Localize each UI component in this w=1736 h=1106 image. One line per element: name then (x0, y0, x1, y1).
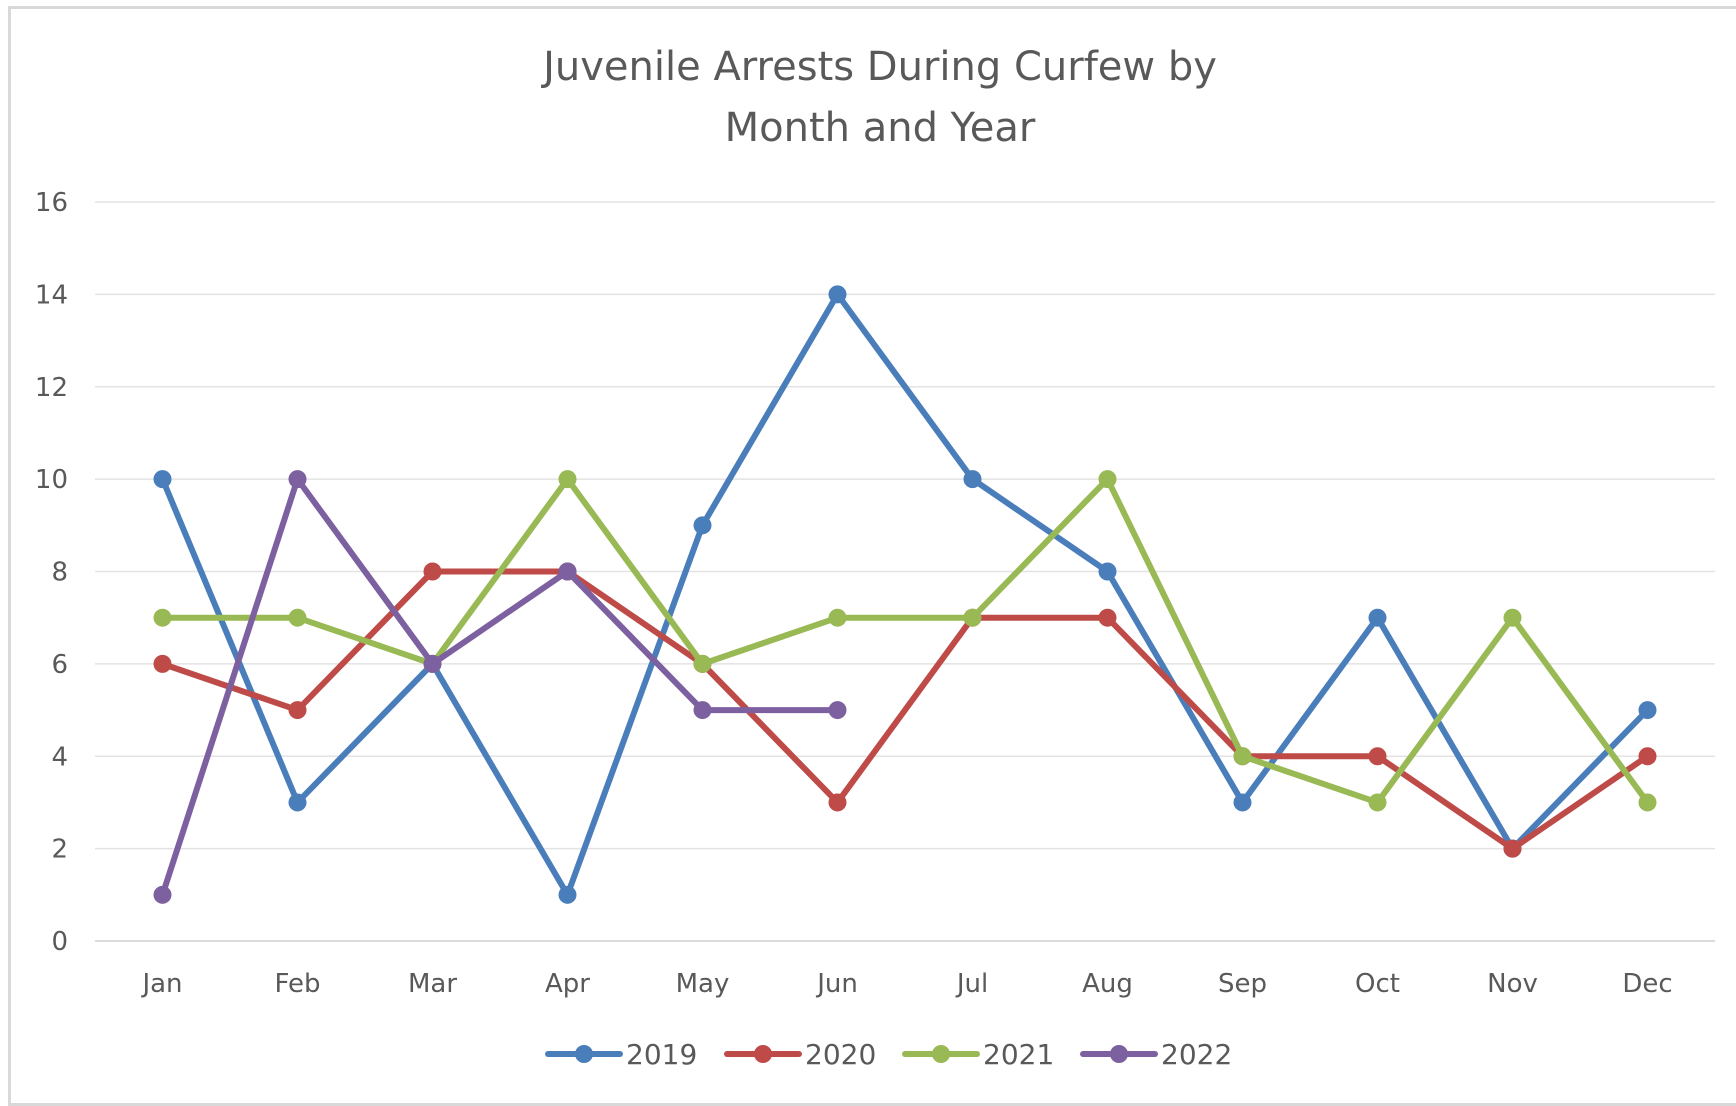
x-tick-label-aug: Aug (1082, 969, 1133, 999)
point-2020-aug (1098, 608, 1117, 627)
y-tick-label-14: 14 (35, 280, 68, 310)
point-2022-apr (558, 562, 577, 581)
gridlines (95, 201, 1715, 942)
y-tick-label-4: 4 (51, 742, 68, 772)
point-2019-sep (1233, 793, 1252, 812)
point-2019-jan (153, 470, 172, 489)
legend-swatch-marker-2020 (754, 1045, 772, 1063)
legend-swatch-marker-2021 (932, 1045, 950, 1063)
legend-item-2019: 2019 (545, 1038, 697, 1071)
point-2019-dec (1638, 701, 1657, 720)
point-2019-oct (1368, 608, 1387, 627)
point-2021-sep (1233, 747, 1252, 766)
x-tick-label-dec: Dec (1622, 969, 1672, 999)
x-tick-label-feb: Feb (274, 969, 320, 999)
point-2020-mar (423, 562, 442, 581)
series-line-2019 (159, 291, 1651, 898)
legend-item-2021: 2021 (902, 1038, 1054, 1071)
legend-label-2022: 2022 (1161, 1038, 1232, 1071)
point-2020-feb (288, 701, 307, 720)
y-tick-label-16: 16 (35, 188, 68, 218)
x-tick-label-jun: Jun (815, 969, 858, 999)
point-2022-may (693, 701, 712, 720)
x-tick-label-apr: Apr (545, 969, 590, 999)
legend-swatch-marker-2019 (575, 1045, 593, 1063)
point-2021-may (693, 654, 712, 673)
point-2020-nov (1503, 839, 1522, 858)
x-tick-label-mar: Mar (408, 969, 457, 999)
legend-swatch-marker-2022 (1110, 1045, 1128, 1063)
y-tick-label-0: 0 (51, 927, 68, 957)
point-2021-apr (558, 470, 577, 489)
y-tick-label-6: 6 (51, 650, 68, 680)
point-2020-jun (828, 793, 847, 812)
point-2021-feb (288, 608, 307, 627)
legend-label-2020: 2020 (805, 1038, 876, 1071)
y-tick-label-12: 12 (35, 373, 68, 403)
point-2021-nov (1503, 608, 1522, 627)
point-2021-jun (828, 608, 847, 627)
plot-series (153, 285, 1657, 904)
point-2019-jun (828, 285, 847, 304)
legend-item-2022: 2022 (1080, 1038, 1232, 1071)
legend-label-2021: 2021 (983, 1038, 1054, 1071)
point-2022-feb (288, 470, 307, 489)
y-axis-tick-labels: 0 2 4 6 8 10 12 14 16 (35, 188, 68, 957)
legend-label-2019: 2019 (626, 1038, 697, 1071)
series-2021 (153, 470, 1657, 812)
point-2019-may (693, 516, 712, 535)
x-axis-tick-labels: Jan Feb Mar Apr May Jun Jul Aug Sep Oct Nov Dec (140, 969, 1672, 999)
point-2021-dec (1638, 793, 1657, 812)
chart-title-line-1: Juvenile Arrests During Curfew by (540, 44, 1217, 90)
series-line-2022 (159, 476, 841, 898)
x-tick-label-jan: Jan (140, 969, 182, 999)
point-2021-jan (153, 608, 172, 627)
legend-item-2020: 2020 (724, 1038, 876, 1071)
x-tick-label-nov: Nov (1487, 969, 1538, 999)
point-2019-apr (558, 885, 577, 904)
x-tick-label-may: May (676, 969, 730, 999)
point-2019-feb (288, 793, 307, 812)
point-2022-mar (423, 654, 442, 673)
point-2020-oct (1368, 747, 1387, 766)
legend: 2019 2020 2021 2022 (545, 1038, 1232, 1071)
point-2019-jul (963, 470, 982, 489)
point-2021-aug (1098, 470, 1117, 489)
x-tick-label-sep: Sep (1218, 969, 1267, 999)
point-2020-dec (1638, 747, 1657, 766)
y-tick-label-10: 10 (35, 465, 68, 495)
point-2020-jan (153, 654, 172, 673)
point-2019-aug (1098, 562, 1117, 581)
x-tick-label-oct: Oct (1355, 969, 1400, 999)
point-2022-jan (153, 885, 172, 904)
series-line-2021 (159, 476, 1651, 806)
y-tick-label-2: 2 (51, 835, 68, 865)
point-2021-jul (963, 608, 982, 627)
y-tick-label-8: 8 (51, 558, 68, 588)
point-2022-jun (828, 701, 847, 720)
x-tick-label-jul: Jul (955, 969, 988, 999)
chart-frame (8, 6, 1736, 1106)
point-2021-oct (1368, 793, 1387, 812)
series-2022 (153, 470, 847, 904)
chart-title-line-2: Month and Year (725, 105, 1036, 151)
